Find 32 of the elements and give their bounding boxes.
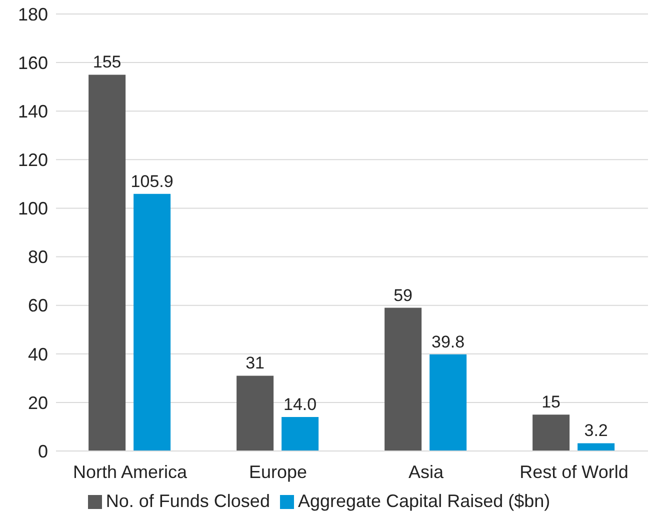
x-tick-label: Europe <box>248 462 308 482</box>
legend-label: No. of Funds Closed <box>106 491 270 511</box>
data-label: 59 <box>394 286 413 305</box>
x-tick-label: North America <box>72 462 188 482</box>
y-tick-label: 100 <box>18 198 48 219</box>
bar <box>88 74 126 451</box>
data-label: 31 <box>246 354 265 373</box>
bar <box>236 376 274 451</box>
data-label: 155 <box>92 52 122 72</box>
y-tick-label: 20 <box>28 392 48 413</box>
data-label: 15 <box>542 392 561 412</box>
bar <box>282 417 319 451</box>
bar <box>532 414 570 451</box>
y-tick-label: 60 <box>28 296 48 316</box>
y-tick-label: 180 <box>18 4 48 24</box>
bar <box>134 194 171 451</box>
x-tick-label: Rest of World <box>520 462 628 482</box>
y-tick-label: 120 <box>18 150 48 170</box>
y-tick-label: 160 <box>18 52 48 73</box>
y-tick-label: 140 <box>18 102 48 122</box>
legend-label: Aggregate Capital Raised ($bn) <box>298 491 550 511</box>
data-label: 14.0 <box>284 395 317 414</box>
bar <box>578 443 615 451</box>
y-tick-label: 0 <box>38 441 48 462</box>
data-label: 39.8 <box>432 332 465 352</box>
bar <box>430 354 467 451</box>
y-tick-label: 80 <box>28 247 48 268</box>
x-tick-label: Asia <box>408 462 444 482</box>
data-label: 3.2 <box>584 421 608 440</box>
y-tick-label: 40 <box>28 344 48 364</box>
data-label: 105.9 <box>130 172 174 191</box>
bar <box>384 308 422 451</box>
